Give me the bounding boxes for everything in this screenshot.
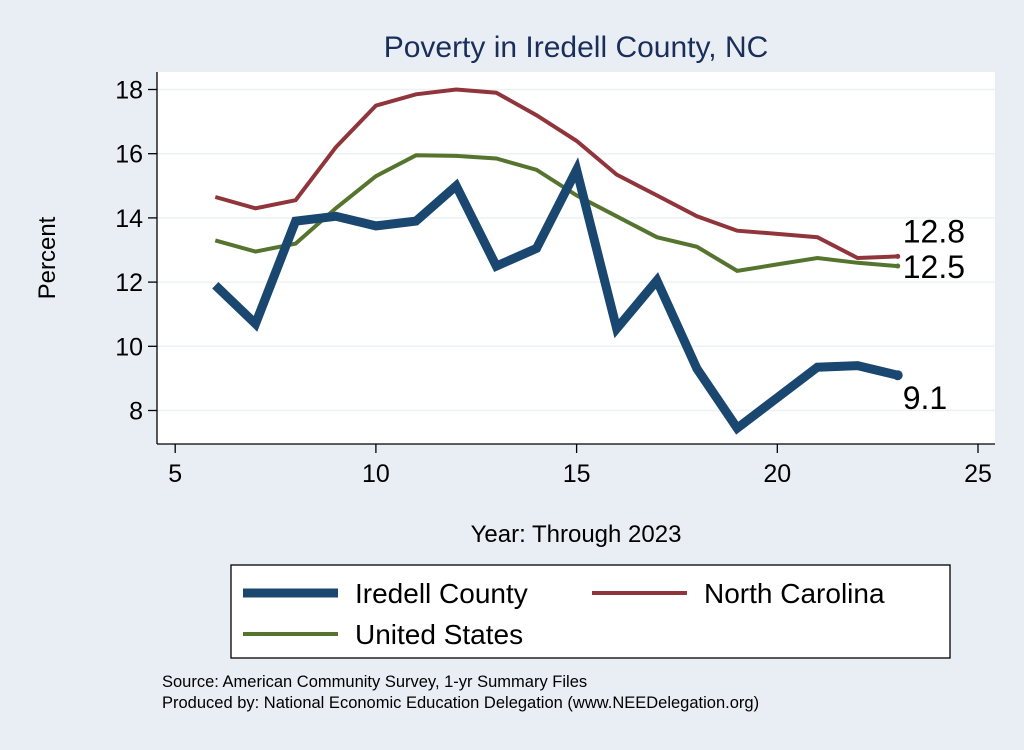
- x-tick-label: 20: [763, 460, 791, 488]
- end-point-north-carolina: [895, 253, 901, 259]
- legend-box: [230, 564, 951, 659]
- source-note: Source: American Community Survey, 1-yr …: [162, 673, 587, 691]
- y-tick-label: 14: [115, 205, 143, 233]
- produced-by-note: Produced by: National Economic Education…: [162, 694, 759, 712]
- series-line-iredell-county: [212, 157, 899, 435]
- end-labels: 12.812.5 9.1: [903, 213, 965, 416]
- series-line-north-carolina: [214, 87, 898, 261]
- legend-label-united-states: United States: [355, 619, 523, 650]
- x-tick-label: 5: [168, 460, 182, 488]
- grid-lines: [157, 88, 995, 412]
- x-tick-label: 10: [362, 460, 390, 488]
- legend: Iredell County North Carolina United State…: [243, 578, 885, 650]
- axis-ticks: 8 10 12 14 16 18 5 10 15 20 25: [115, 77, 992, 489]
- end-point-united-states: [895, 263, 901, 269]
- legend-label-iredell-county: Iredell County: [355, 578, 528, 609]
- end-label: 12.8: [903, 213, 965, 249]
- chart-title: Poverty in Iredell County, NC: [384, 31, 769, 64]
- y-tick-label: 18: [115, 77, 143, 105]
- legend-label-north-carolina: North Carolina: [704, 578, 885, 609]
- end-label: 12.5: [903, 249, 965, 285]
- y-tick-label: 10: [115, 333, 143, 361]
- y-tick-label: 8: [129, 398, 143, 426]
- y-tick-label: 12: [115, 269, 143, 297]
- x-axis-label: Year: Through 2023: [471, 521, 682, 548]
- x-tick-label: 25: [964, 460, 992, 488]
- end-point-iredell-county: [892, 370, 903, 381]
- series-lines: [212, 87, 903, 435]
- y-tick-label: 16: [115, 141, 143, 169]
- y-axis-label: Percent: [34, 216, 61, 299]
- x-tick-label: 15: [563, 460, 591, 488]
- end-label: 9.1: [903, 380, 947, 416]
